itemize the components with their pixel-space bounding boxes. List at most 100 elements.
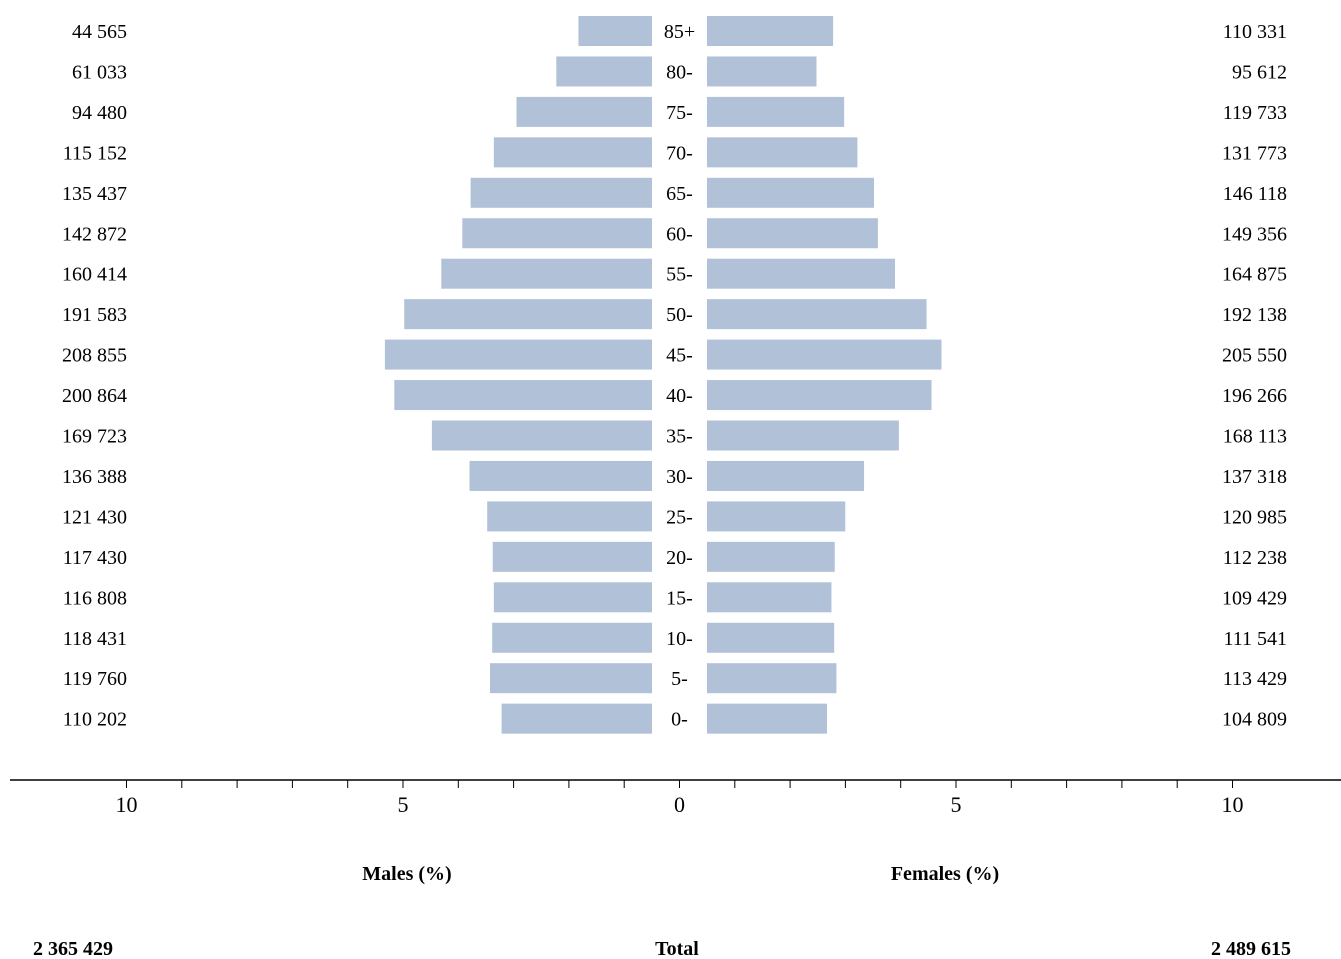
- female-count-label: 164 875: [1222, 264, 1287, 286]
- male-bar: [493, 137, 652, 168]
- female-bar: [707, 56, 817, 87]
- male-count-label: 119 760: [63, 668, 127, 690]
- female-bar: [707, 258, 896, 289]
- male-count-label: 208 855: [62, 345, 127, 367]
- female-bar: [707, 177, 875, 208]
- female-count-label: 109 429: [1222, 587, 1287, 609]
- female-count-label: 119 733: [1223, 102, 1287, 124]
- male-bar: [404, 299, 652, 330]
- male-count-label: 191 583: [62, 304, 127, 326]
- x-tick-label: 5: [951, 792, 962, 817]
- female-bar: [707, 622, 835, 653]
- male-bar: [431, 420, 652, 451]
- female-bar: [707, 218, 878, 249]
- female-bar: [707, 541, 835, 572]
- female-bar: [707, 703, 828, 734]
- female-count-labels: 110 331 95 612 119 733 131 773 146 118 149 35…: [1222, 21, 1287, 731]
- male-bar: [492, 622, 652, 653]
- age-group-label: 45-: [666, 345, 693, 367]
- female-bar: [707, 380, 932, 411]
- female-count-label: 131 773: [1222, 142, 1287, 164]
- male-count-label: 118 431: [63, 628, 127, 650]
- female-count-label: 112 238: [1223, 547, 1287, 569]
- female-count-label: 113 429: [1223, 668, 1287, 690]
- male-bar: [516, 96, 652, 127]
- female-bar: [707, 137, 858, 168]
- male-bar: [441, 258, 652, 289]
- female-bar: [707, 299, 927, 330]
- age-group-label: 65-: [666, 183, 693, 205]
- male-count-label: 115 152: [63, 142, 127, 164]
- male-count-label: 61 033: [72, 61, 127, 83]
- male-bar: [394, 380, 652, 411]
- female-count-label: 111 541: [1223, 628, 1287, 650]
- male-bar: [469, 460, 652, 491]
- female-bar: [707, 460, 865, 491]
- female-bar: [707, 339, 942, 370]
- female-bar: [707, 16, 834, 46]
- male-bar: [556, 56, 652, 87]
- age-group-label: 0-: [671, 709, 688, 731]
- male-count-label: 160 414: [62, 264, 127, 286]
- female-count-label: 104 809: [1222, 709, 1287, 731]
- male-bar: [462, 218, 652, 249]
- female-total: 2 489 615: [1211, 938, 1291, 959]
- male-count-label: 169 723: [62, 426, 127, 448]
- male-bar: [492, 541, 652, 572]
- male-count-label: 200 864: [62, 385, 127, 407]
- male-bar: [493, 582, 652, 613]
- female-count-label: 205 550: [1222, 345, 1287, 367]
- female-count-label: 149 356: [1222, 223, 1287, 245]
- x-axis: 10 5 0 5 10: [10, 779, 1341, 817]
- female-count-label: 146 118: [1223, 183, 1287, 205]
- male-count-label: 121 430: [62, 506, 127, 528]
- female-bar: [707, 582, 832, 613]
- male-count-label: 135 437: [62, 183, 127, 205]
- age-group-label: 20-: [666, 547, 693, 569]
- age-group-label: 15-: [666, 587, 693, 609]
- male-bar: [501, 703, 652, 734]
- male-bar: [487, 501, 652, 532]
- male-count-label: 136 388: [62, 466, 127, 488]
- age-group-label: 80-: [666, 61, 693, 83]
- total-label: Total: [655, 938, 699, 959]
- male-bar: [470, 177, 652, 208]
- female-bar: [707, 501, 846, 532]
- female-count-label: 168 113: [1223, 426, 1287, 448]
- male-count-label: 116 808: [63, 587, 127, 609]
- x-tick-label: 10: [116, 792, 138, 817]
- female-bar: [707, 96, 845, 127]
- x-tick-label: 10: [1222, 792, 1244, 817]
- female-bar: [707, 420, 899, 451]
- female-count-label: 110 331: [1223, 21, 1287, 43]
- male-bar: [578, 16, 652, 46]
- female-count-label: 192 138: [1222, 304, 1287, 326]
- female-count-label: 120 985: [1222, 506, 1287, 528]
- female-bars: [707, 16, 942, 734]
- male-count-label: 44 565: [72, 21, 127, 43]
- age-group-label: 40-: [666, 385, 693, 407]
- male-count-labels: 44 565 61 033 94 480 115 152 135 437 142 872 1…: [62, 21, 127, 731]
- x-tick-label: 0: [674, 792, 685, 817]
- age-group-label: 60-: [666, 223, 693, 245]
- male-bar: [384, 339, 652, 370]
- age-group-labels: 85+ 80- 75- 70- 65- 60- 55- 50- 45- 40- 35- 30- 25- 2…: [664, 21, 695, 731]
- female-count-label: 196 266: [1222, 385, 1287, 407]
- male-count-label: 117 430: [63, 547, 127, 569]
- age-group-label: 55-: [666, 264, 693, 286]
- female-bar: [707, 663, 837, 694]
- female-count-label: 95 612: [1232, 61, 1287, 83]
- male-total: 2 365 429: [33, 938, 113, 959]
- female-axis-title: Females (%): [891, 863, 999, 885]
- age-group-label: 10-: [666, 628, 693, 650]
- male-count-label: 142 872: [62, 223, 127, 245]
- male-bar: [489, 663, 652, 694]
- age-group-label: 85+: [664, 21, 695, 43]
- female-count-label: 137 318: [1222, 466, 1287, 488]
- age-group-label: 5-: [671, 668, 688, 690]
- age-group-label: 75-: [666, 102, 693, 124]
- age-group-label: 25-: [666, 506, 693, 528]
- age-group-label: 30-: [666, 466, 693, 488]
- male-bars: [384, 16, 652, 734]
- male-count-label: 94 480: [72, 102, 127, 124]
